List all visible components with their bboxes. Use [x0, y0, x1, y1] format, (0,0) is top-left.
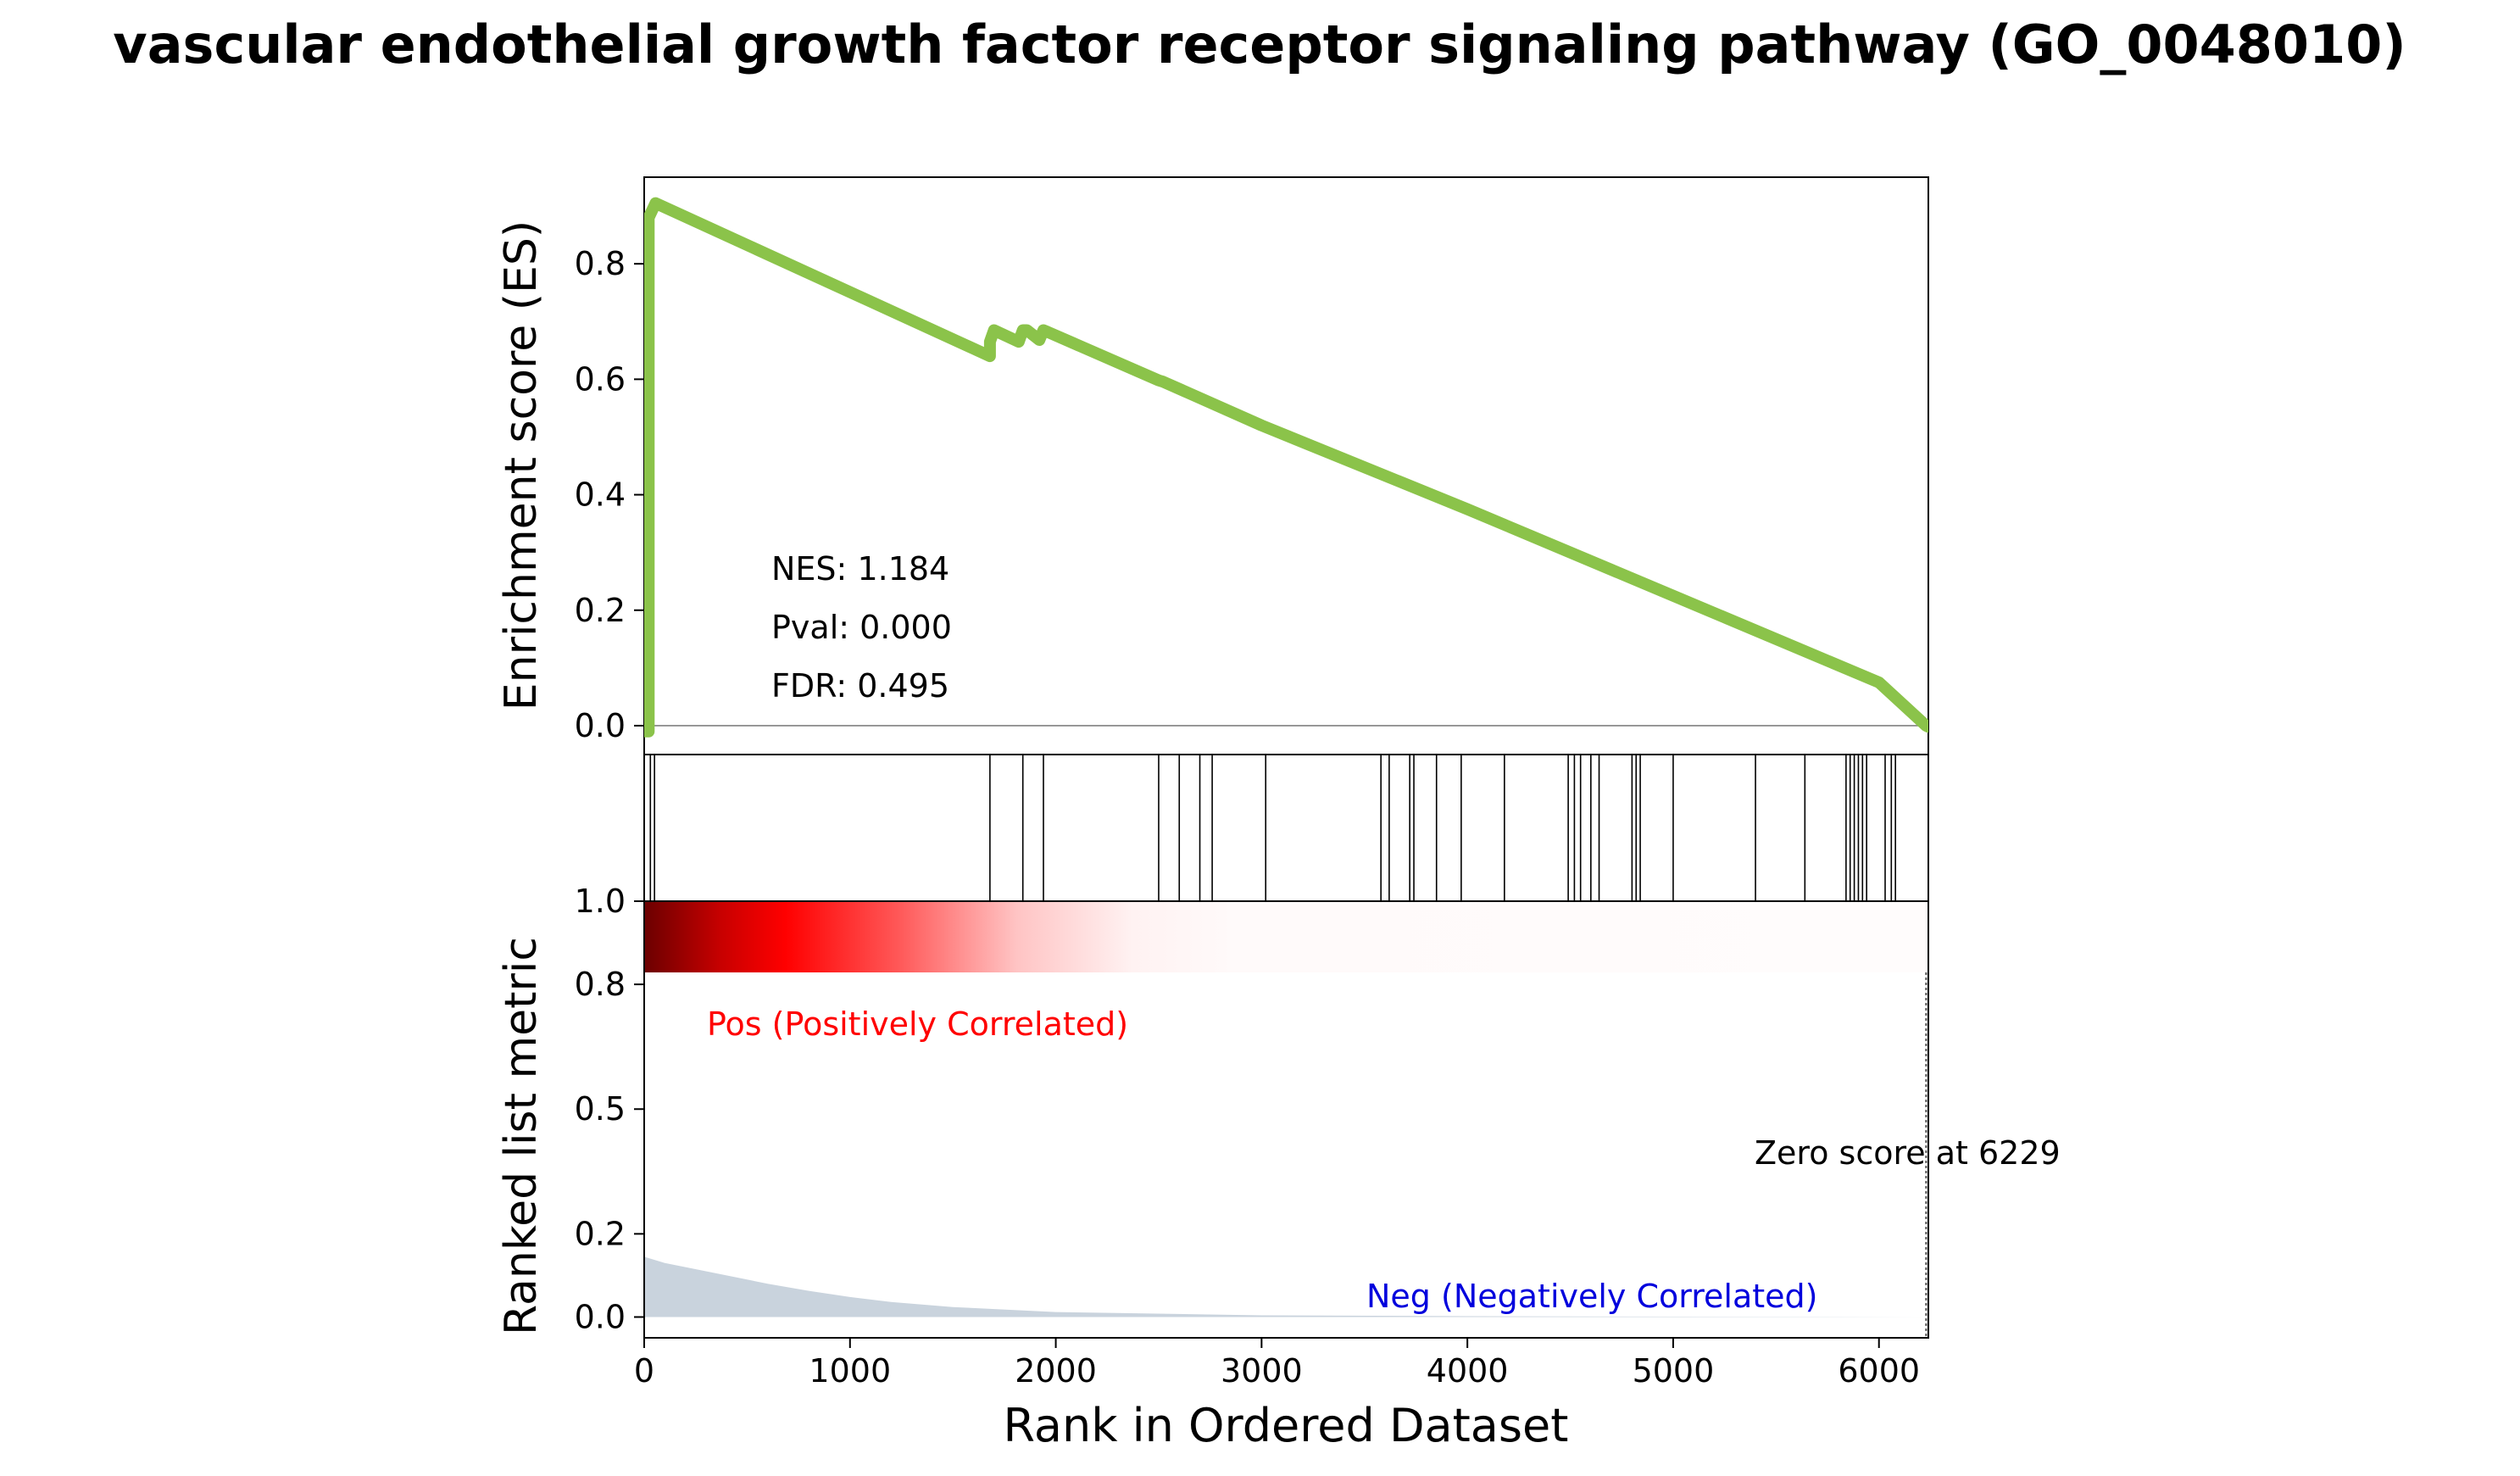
enrichment-score-line — [644, 197, 1928, 738]
rank-y-tick-label: 1.0 — [575, 883, 626, 920]
rank-panel-frame — [643, 900, 1929, 1339]
x-tick-label: 3000 — [1221, 1352, 1303, 1390]
es-y-tick-label: 0.2 — [575, 592, 626, 629]
rank-panel: 0.0 0.2 0.5 0.8 1.0 Pos (Positively Correlat… — [496, 883, 2061, 1339]
x-tick-label: 4000 — [1427, 1352, 1509, 1390]
hits-panel-frame — [643, 754, 1929, 902]
es-panel: 0.0 0.2 0.4 0.6 0.8 NES: 1.184 Pval: 0.000 F… — [496, 176, 1929, 755]
fdr-annotation: FDR: 0.495 — [771, 667, 949, 705]
ranked-metric-area — [644, 1256, 1927, 1317]
rank-y-tick-label: 0.2 — [575, 1215, 626, 1252]
pos-correlated-label: Pos (Positively Correlated) — [707, 1005, 1128, 1043]
rank-y-ticks: 0.0 0.2 0.5 0.8 1.0 — [575, 883, 644, 1335]
es-y-tick-label: 0.0 — [575, 707, 626, 744]
rank-y-tick-label: 0.0 — [575, 1298, 626, 1335]
rank-heatmap — [644, 901, 1928, 972]
x-tick-label: 2000 — [1015, 1352, 1097, 1390]
hits-panel — [643, 754, 1929, 902]
x-ticks: 0 1000 2000 3000 4000 5000 6000 — [634, 1338, 1920, 1390]
zero-score-label: Zero score at 6229 — [1755, 1134, 2061, 1172]
hit-lines — [649, 755, 1896, 901]
es-y-tick-label: 0.4 — [575, 476, 626, 514]
rank-y-tick-label: 0.8 — [575, 966, 626, 1003]
nes-annotation: NES: 1.184 — [771, 550, 949, 588]
x-axis-label: Rank in Ordered Dataset — [1004, 1399, 1569, 1452]
x-tick-label: 1000 — [809, 1352, 891, 1390]
neg-correlated-label: Neg (Negatively Correlated) — [1366, 1278, 1817, 1315]
es-y-tick-label: 0.6 — [575, 360, 626, 398]
es-y-tick-label: 0.8 — [575, 245, 626, 282]
pval-annotation: Pval: 0.000 — [771, 609, 952, 646]
rank-y-axis-label: Ranked list metric — [496, 937, 547, 1335]
x-tick-label: 5000 — [1633, 1352, 1715, 1390]
x-tick-label: 0 — [634, 1352, 654, 1390]
chart-title: vascular endothelial growth factor recep… — [113, 14, 2406, 75]
es-y-axis-label: Enrichment score (ES) — [496, 220, 547, 710]
rank-y-tick-label: 0.5 — [575, 1090, 626, 1128]
x-tick-label: 6000 — [1838, 1352, 1920, 1390]
es-y-ticks: 0.0 0.2 0.4 0.6 0.8 — [575, 245, 644, 744]
